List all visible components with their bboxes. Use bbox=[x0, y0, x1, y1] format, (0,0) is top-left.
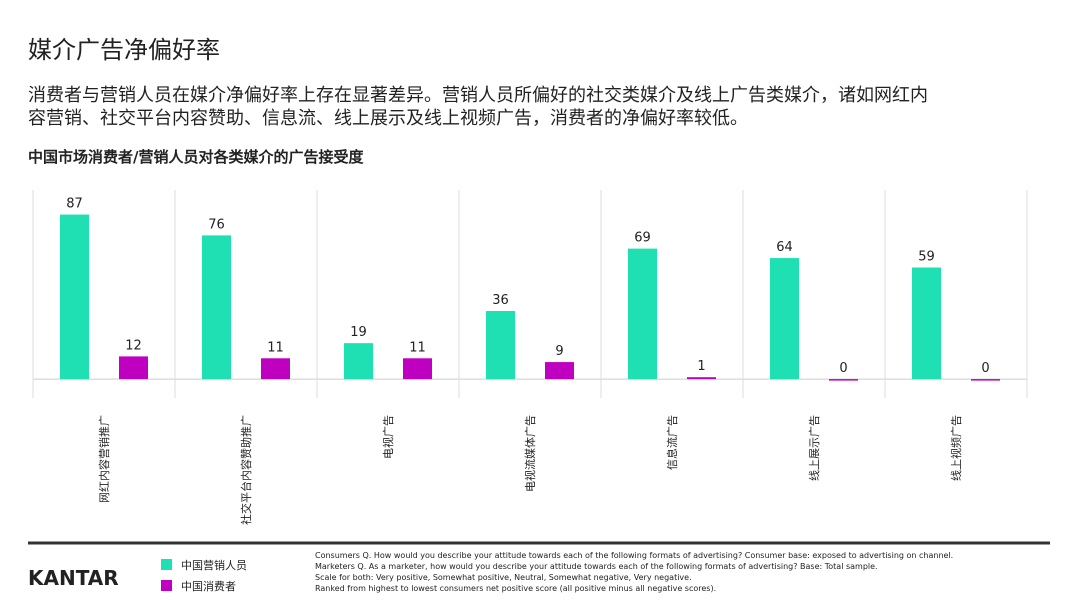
x-tick-label: 线上展示广告 bbox=[807, 415, 821, 481]
legend-label: 中国消费者 bbox=[181, 579, 236, 593]
logo: KANTAR bbox=[28, 566, 119, 590]
data-label: 1 bbox=[697, 359, 705, 374]
data-label: 69 bbox=[634, 231, 651, 246]
data-label: 64 bbox=[776, 240, 793, 255]
x-tick-label: 网红内容营销推广 bbox=[97, 415, 111, 503]
subtitle-line: 容营销、社交平台内容赞助、信息流、线上展示及线上视频广告，消费者的净偏好率较低。 bbox=[28, 108, 748, 129]
chart-subtitle: 中国市场消费者/营销人员对各类媒介的广告接受度 bbox=[28, 148, 364, 166]
data-label: 59 bbox=[918, 250, 935, 265]
data-label: 36 bbox=[492, 293, 509, 308]
data-label: 0 bbox=[981, 361, 989, 376]
legend-label: 中国营销人员 bbox=[181, 558, 247, 572]
x-tick-label: 电视广告 bbox=[381, 415, 395, 459]
bar bbox=[202, 235, 231, 380]
legend-swatch bbox=[161, 580, 172, 591]
legend-swatch bbox=[161, 559, 172, 570]
data-label: 9 bbox=[555, 344, 563, 359]
bar bbox=[344, 343, 373, 380]
bar bbox=[545, 362, 574, 380]
data-label: 11 bbox=[409, 340, 426, 355]
bar bbox=[60, 214, 89, 380]
footnote: Consumers Q. How would you describe your… bbox=[315, 551, 953, 560]
x-tick-label: 信息流广告 bbox=[665, 415, 679, 470]
bar bbox=[971, 379, 1000, 381]
bar bbox=[829, 379, 858, 381]
footnote: Scale for both: Very positive, Somewhat … bbox=[315, 573, 692, 582]
subtitle-line: 消费者与营销人员在媒介净偏好率上存在显著差异。营销人员所偏好的社交类媒介及线上广… bbox=[28, 85, 928, 106]
footnote: Marketers Q. As a marketer, how would yo… bbox=[315, 562, 878, 571]
bar bbox=[403, 358, 432, 380]
bar bbox=[770, 258, 799, 380]
x-tick-label: 电视流媒体广告 bbox=[523, 415, 537, 492]
bar bbox=[912, 267, 941, 380]
bar bbox=[486, 311, 515, 380]
data-label: 76 bbox=[208, 217, 225, 232]
bar bbox=[119, 356, 148, 380]
data-label: 19 bbox=[350, 325, 367, 340]
data-label: 87 bbox=[66, 197, 83, 212]
data-label: 12 bbox=[125, 338, 142, 353]
data-label: 11 bbox=[267, 340, 284, 355]
x-tick-label: 社交平台内容赞助推广 bbox=[239, 415, 253, 525]
bar bbox=[687, 377, 716, 380]
data-label: 0 bbox=[839, 361, 847, 376]
bar bbox=[261, 358, 290, 380]
x-tick-label: 线上视频广告 bbox=[949, 415, 963, 481]
bar bbox=[628, 248, 657, 380]
footnote: Ranked from highest to lowest consumers … bbox=[315, 584, 716, 593]
chart-title: 媒介广告净偏好率 bbox=[28, 36, 220, 64]
